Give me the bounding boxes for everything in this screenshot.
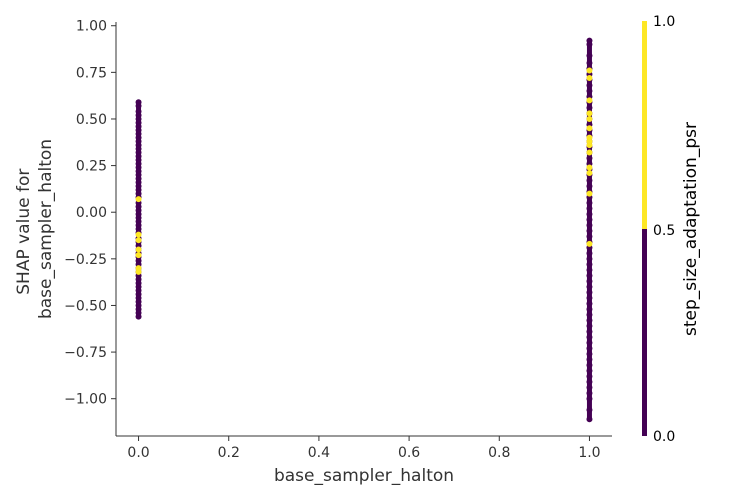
colorbar: 1.0 0.5 0.0 step_size_adaptation_psr — [642, 14, 701, 445]
data-point — [586, 373, 593, 380]
data-point — [586, 199, 593, 206]
data-point — [586, 300, 593, 307]
data-point — [586, 170, 593, 177]
y-tick-label: 0.75 — [76, 65, 107, 81]
data-point — [586, 384, 593, 391]
data-point — [586, 190, 593, 197]
data-point — [586, 41, 593, 48]
colorbar-low-segment — [642, 229, 647, 436]
data-point — [135, 268, 142, 275]
data-point — [135, 196, 142, 203]
scatter-points — [135, 37, 593, 423]
data-point — [586, 339, 593, 346]
data-point — [586, 155, 593, 162]
data-point — [586, 390, 593, 397]
x-axis-label: base_sampler_halton — [274, 466, 454, 486]
data-point — [586, 250, 593, 257]
x-tick-label: 0.8 — [488, 445, 510, 461]
x-tick-label: 0.4 — [308, 445, 330, 461]
y-tick-label: 0.25 — [76, 159, 107, 175]
data-point — [586, 110, 593, 117]
data-point — [586, 177, 593, 184]
data-point — [586, 227, 593, 234]
data-point — [586, 164, 593, 171]
data-point — [586, 272, 593, 279]
data-point — [586, 289, 593, 296]
data-point — [586, 406, 593, 413]
data-point — [135, 102, 142, 109]
y-ticks: 1.00 0.75 0.50 0.25 0.00 −0.25 −0.50 −0.75 −1.00 — [64, 19, 116, 408]
data-point — [586, 356, 593, 363]
data-point — [586, 311, 593, 318]
data-point — [586, 267, 593, 274]
data-point — [586, 295, 593, 301]
data-point — [135, 237, 142, 244]
colorbar-tick-bottom: 0.0 — [653, 429, 675, 445]
data-point — [586, 149, 593, 156]
data-point — [586, 395, 593, 402]
data-point — [586, 115, 593, 122]
data-point — [586, 125, 593, 132]
data-point — [586, 222, 593, 229]
data-point — [586, 60, 593, 67]
data-point — [586, 416, 593, 423]
y-axis-label-line-1: SHAP value for — [14, 169, 34, 295]
data-point — [586, 345, 593, 352]
data-point — [586, 205, 593, 212]
data-point — [586, 255, 593, 262]
data-point — [135, 246, 142, 253]
data-point — [586, 283, 593, 290]
data-point — [586, 74, 593, 81]
data-point — [586, 183, 593, 190]
data-point — [135, 313, 142, 320]
data-point — [586, 322, 593, 329]
colorbar-tick-mid: 0.5 — [653, 223, 675, 239]
y-tick-label: −0.50 — [64, 298, 107, 314]
data-point — [586, 88, 593, 94]
x-ticks: 0.0 0.2 0.4 0.6 0.8 1.0 — [127, 436, 601, 461]
data-point — [586, 216, 593, 223]
x-tick-label: 0.6 — [398, 445, 420, 461]
data-point — [586, 82, 593, 89]
y-axis-label-line-2: base_sampler_halton — [36, 139, 56, 319]
x-tick-label: 0.0 — [127, 445, 149, 461]
colorbar-title: step_size_adaptation_psr — [681, 122, 701, 336]
data-point — [586, 306, 593, 313]
data-point — [586, 334, 593, 341]
data-point — [586, 362, 593, 369]
data-point — [586, 142, 593, 149]
colorbar-tick-top: 1.0 — [653, 14, 675, 30]
data-point — [586, 367, 593, 374]
x-tick-label: 0.2 — [218, 445, 240, 461]
y-axis-label: SHAP value for base_sampler_halton — [14, 139, 56, 319]
data-point — [135, 252, 142, 259]
data-point — [586, 328, 593, 335]
colorbar-high-segment — [642, 21, 647, 229]
data-point — [586, 97, 593, 104]
y-tick-label: 0.00 — [76, 205, 107, 221]
y-tick-label: 1.00 — [76, 19, 107, 35]
data-point — [586, 378, 593, 385]
data-point — [586, 52, 593, 59]
data-point — [135, 231, 142, 238]
y-tick-label: −1.00 — [64, 392, 107, 408]
x-tick-label: 1.0 — [578, 445, 600, 461]
y-tick-label: 0.50 — [76, 112, 107, 128]
y-tick-label: −0.25 — [64, 252, 107, 268]
data-point — [586, 261, 593, 268]
data-point — [586, 240, 593, 247]
data-point — [586, 317, 593, 324]
y-tick-label: −0.75 — [64, 345, 107, 361]
data-point — [586, 350, 593, 357]
data-point — [586, 211, 593, 218]
data-point — [586, 278, 593, 285]
data-point — [586, 233, 593, 240]
data-point — [586, 67, 593, 74]
axes — [115, 22, 612, 437]
data-point — [586, 104, 593, 111]
